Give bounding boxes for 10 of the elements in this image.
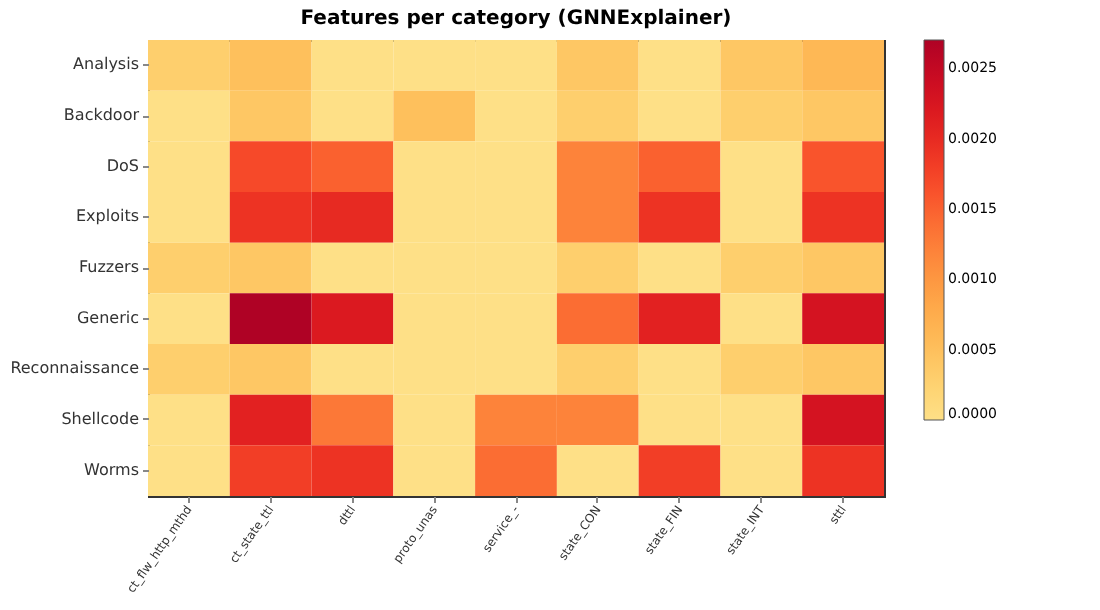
y-tick-label: Reconnaissance <box>10 359 140 378</box>
y-tick-label: DoS <box>106 156 139 175</box>
y-tick-label: Exploits <box>75 207 139 226</box>
y-tick-label: Shellcode <box>61 410 140 428</box>
y-tick-label: Analysis <box>73 55 139 74</box>
y-tick-label: Generic <box>76 308 139 327</box>
chart-title: Features per category (GNNExplainer) <box>300 8 732 30</box>
y-tick-label: Worms <box>84 460 139 479</box>
y-tick-label: Backdoor <box>63 106 141 124</box>
y-tick-label: Fuzzers <box>78 258 139 276</box>
